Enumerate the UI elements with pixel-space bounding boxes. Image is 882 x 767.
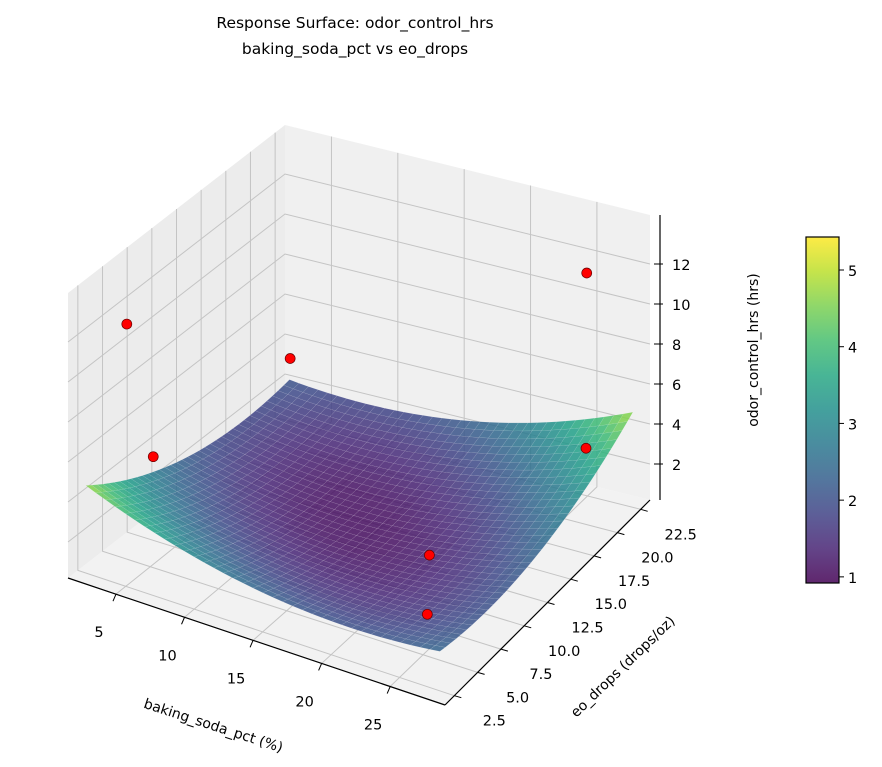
y-tick-label: 2.5 [483,714,506,730]
x-tick [386,686,391,694]
z-gridline [67,253,651,423]
z-axis-label: odor_control_hrs (hrs) [746,273,762,427]
data-point [580,442,592,454]
z-tick-label: 12 [672,258,690,274]
y-tick [454,695,462,699]
surface-patch [574,481,591,492]
z-tick-label: 10 [672,298,690,314]
y-tick [547,602,555,605]
chart-title: Response Surface: odor_control_hrs [216,14,494,32]
surface-patch [585,465,602,476]
y-tick-label: 17.5 [618,574,650,590]
surface-patch [472,608,489,616]
surface-patch [569,489,586,500]
z-tick-label: 2 [672,458,681,474]
y-tick [477,671,485,675]
surface-patch [429,645,446,652]
x-tick-label: 25 [364,718,382,734]
x-axis-line [67,577,446,706]
surface-patch [440,636,457,644]
x-tick [249,640,254,648]
x-tick-label: 15 [227,671,245,687]
y-tick-label: 5.0 [506,690,529,706]
surface-patch [606,430,623,442]
y-gridline [77,285,455,697]
data-point [284,353,296,364]
surface-patch [617,411,634,424]
z-tick-label: 4 [672,418,681,434]
surface-patch [596,448,612,459]
z-tick-label: 8 [672,338,681,354]
y-tick-label: 20.0 [641,551,673,567]
surface-patch [488,592,505,600]
x-tick [181,617,185,625]
colorbar-tick-label: 3 [848,417,857,433]
surface-patch [445,632,462,640]
z-gridline [67,213,651,383]
y-tick-label: 10.0 [548,644,580,660]
surface-patch [537,535,553,543]
surface-patch [467,613,484,621]
x-axis-label: baking_soda_pct (%) [142,696,285,756]
colorbar-tick-label: 2 [848,494,857,510]
y-tick [500,648,509,652]
colorbar-tick-label: 1 [848,571,857,587]
surface-patch [504,574,521,582]
surface-patch [553,513,569,522]
y-tick [617,532,625,536]
chart-subtitle: baking_soda_pct vs eo_drops [241,40,469,58]
y-tick [570,578,578,582]
x-tick-label: 10 [158,648,176,664]
y-tick [640,508,648,512]
y-tick [593,555,602,559]
z-gridline [67,173,651,343]
x-tick [318,663,323,671]
colorbar [805,236,840,584]
data-point [424,549,435,561]
y-tick-label: 15.0 [595,597,627,613]
y-tick-label: 12.5 [571,621,603,637]
y-gridline [102,266,478,673]
data-point [121,318,133,330]
y-tick [524,625,532,629]
surface-patch [531,542,548,550]
y-tick-label: 22.5 [665,527,697,543]
x-tick-label: 20 [295,694,313,710]
data-point [421,608,433,620]
colorbar-tick-label: 4 [848,341,857,357]
surface-patch [510,568,527,576]
z-gridline [67,333,651,503]
surface-patch [547,520,564,529]
x-tick-label: 5 [94,625,103,641]
colorbar-tick-label: 5 [848,264,857,280]
data-point [581,267,593,279]
surface-patch [563,497,580,507]
x-tick [112,593,117,602]
y-tick-label: 7.5 [529,667,552,683]
z-tick-label: 6 [672,378,681,394]
data-point [147,451,159,463]
z-gridline [67,293,651,463]
surface-patch [515,562,532,570]
